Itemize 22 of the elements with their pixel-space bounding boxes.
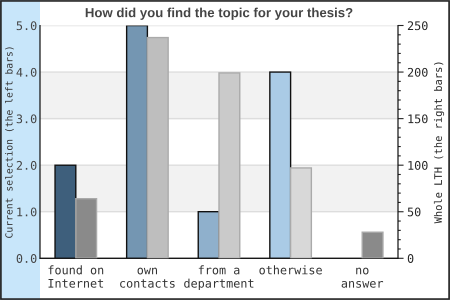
y-axis-title: Current selection (the left bars): [5, 47, 14, 238]
x-tick-label: from a department: [184, 265, 254, 290]
y2-tick-label: 250: [408, 21, 428, 30]
y2-tick-label: 50: [408, 207, 420, 216]
bar: [362, 232, 384, 258]
y-tick-label: 2.0: [16, 160, 36, 170]
y2-tick-label: 100: [408, 160, 428, 170]
y2-tick-label: 0: [408, 254, 414, 263]
y-tick-label: 0.0: [16, 254, 36, 263]
y2-tick-label: 150: [408, 114, 428, 124]
chart-title: How did you find the topic for your thesis?: [86, 8, 352, 20]
x-tick-label: no answer: [342, 268, 384, 288]
y2-tick-label: 200: [408, 68, 428, 77]
x-tick-label: otherwise: [259, 265, 322, 274]
bar: [218, 72, 240, 258]
y-tick-label: 4.0: [16, 68, 36, 77]
y-tick-label: 1.0: [17, 207, 36, 216]
y2-axis-title: Whole LTH (the right bars): [434, 62, 444, 224]
x-tick-label: own contacts: [120, 268, 175, 288]
y-tick-label: 3.0: [16, 114, 36, 124]
x-tick-label: found on Internet: [48, 265, 104, 288]
y-tick-label: 5.0: [16, 21, 36, 30]
